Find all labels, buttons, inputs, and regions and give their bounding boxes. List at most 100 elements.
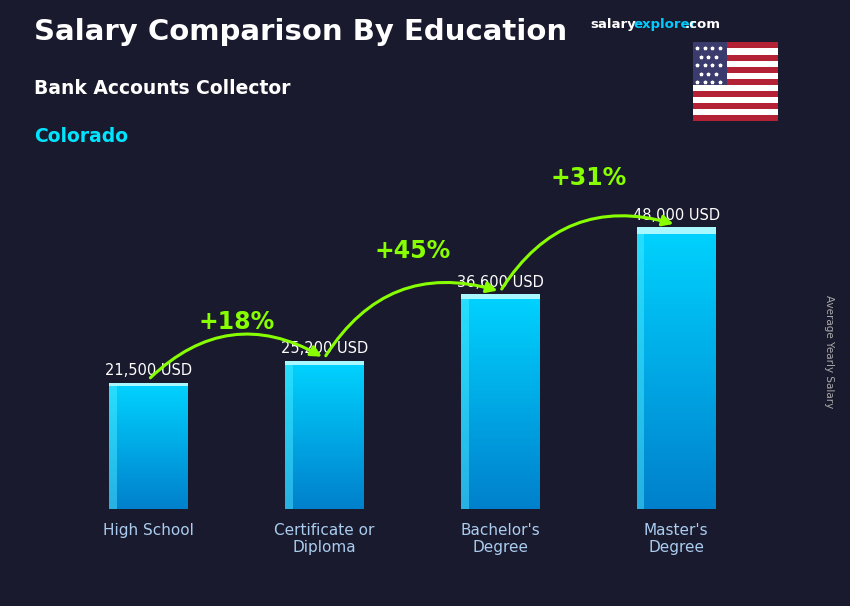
Bar xyxy=(461,439,540,442)
Bar xyxy=(285,428,364,430)
Bar xyxy=(637,481,716,484)
Text: +31%: +31% xyxy=(550,167,626,190)
Bar xyxy=(285,387,364,389)
Bar xyxy=(285,391,364,393)
Bar xyxy=(461,359,540,362)
Bar xyxy=(637,390,716,393)
Bar xyxy=(109,462,188,464)
Bar xyxy=(285,404,364,406)
Bar xyxy=(285,441,364,443)
Bar xyxy=(109,453,188,454)
Bar xyxy=(693,61,778,67)
Bar xyxy=(693,115,778,121)
Bar xyxy=(637,414,716,418)
Bar xyxy=(109,433,188,435)
Bar xyxy=(637,386,716,390)
Bar xyxy=(461,461,540,464)
Bar xyxy=(637,281,716,284)
Bar xyxy=(461,294,540,299)
Bar xyxy=(693,55,778,61)
Bar xyxy=(461,466,540,469)
Bar xyxy=(285,488,364,491)
Bar xyxy=(109,507,188,509)
Bar xyxy=(461,506,540,509)
Bar xyxy=(693,48,778,55)
Bar xyxy=(109,456,188,457)
Bar xyxy=(461,335,540,338)
Bar xyxy=(461,348,540,351)
Bar xyxy=(637,323,716,327)
Bar xyxy=(109,467,188,468)
Bar xyxy=(461,456,540,458)
Bar xyxy=(461,378,540,381)
Bar xyxy=(637,467,716,470)
Bar xyxy=(637,488,716,491)
Bar xyxy=(285,431,364,433)
Bar xyxy=(637,245,716,249)
Bar xyxy=(285,382,364,384)
Bar xyxy=(637,267,716,270)
Bar xyxy=(637,453,716,456)
Bar xyxy=(285,362,364,364)
Bar xyxy=(637,499,716,502)
Bar xyxy=(461,388,540,391)
Bar xyxy=(109,407,188,408)
Bar xyxy=(109,488,188,490)
Bar xyxy=(461,391,540,394)
Bar xyxy=(637,231,716,235)
Bar xyxy=(637,376,716,379)
Bar xyxy=(285,406,364,408)
Bar xyxy=(285,373,364,375)
Text: Bank Accounts Collector: Bank Accounts Collector xyxy=(34,79,291,98)
Bar xyxy=(461,501,540,504)
Bar xyxy=(461,415,540,418)
Bar xyxy=(109,425,188,427)
Bar xyxy=(109,430,188,432)
Bar xyxy=(637,421,716,425)
Bar xyxy=(109,401,188,402)
Bar xyxy=(461,479,540,482)
Bar xyxy=(693,42,778,48)
Bar xyxy=(285,415,364,417)
Bar xyxy=(285,474,364,476)
Bar xyxy=(461,319,540,322)
Bar xyxy=(637,362,716,365)
Bar xyxy=(637,298,716,302)
Bar xyxy=(461,367,540,370)
Bar xyxy=(285,465,364,467)
Bar xyxy=(637,319,716,323)
Bar xyxy=(461,351,540,354)
Bar xyxy=(637,344,716,348)
Bar xyxy=(637,484,716,488)
Bar xyxy=(461,458,540,461)
Bar xyxy=(109,411,188,413)
Bar xyxy=(637,260,716,263)
Bar xyxy=(109,424,188,425)
Bar xyxy=(285,483,364,485)
Bar xyxy=(461,383,540,386)
Bar xyxy=(637,242,716,246)
Bar xyxy=(285,439,364,441)
Bar xyxy=(285,413,364,415)
Bar xyxy=(285,478,364,479)
Bar xyxy=(461,295,468,509)
Bar xyxy=(637,337,716,341)
Bar xyxy=(109,482,188,484)
Bar xyxy=(637,368,716,372)
Bar xyxy=(693,67,778,73)
Bar xyxy=(461,295,540,298)
Bar xyxy=(461,375,540,378)
Bar xyxy=(285,472,364,474)
Bar xyxy=(461,316,540,319)
Bar xyxy=(109,388,188,390)
Bar xyxy=(285,398,364,401)
Bar xyxy=(461,327,540,330)
Text: Salary Comparison By Education: Salary Comparison By Education xyxy=(34,18,567,46)
Bar xyxy=(285,502,364,504)
Bar xyxy=(461,493,540,496)
Bar xyxy=(285,419,364,421)
Bar xyxy=(285,410,364,411)
Bar xyxy=(109,465,188,467)
Bar xyxy=(109,468,188,470)
Bar xyxy=(637,253,716,256)
